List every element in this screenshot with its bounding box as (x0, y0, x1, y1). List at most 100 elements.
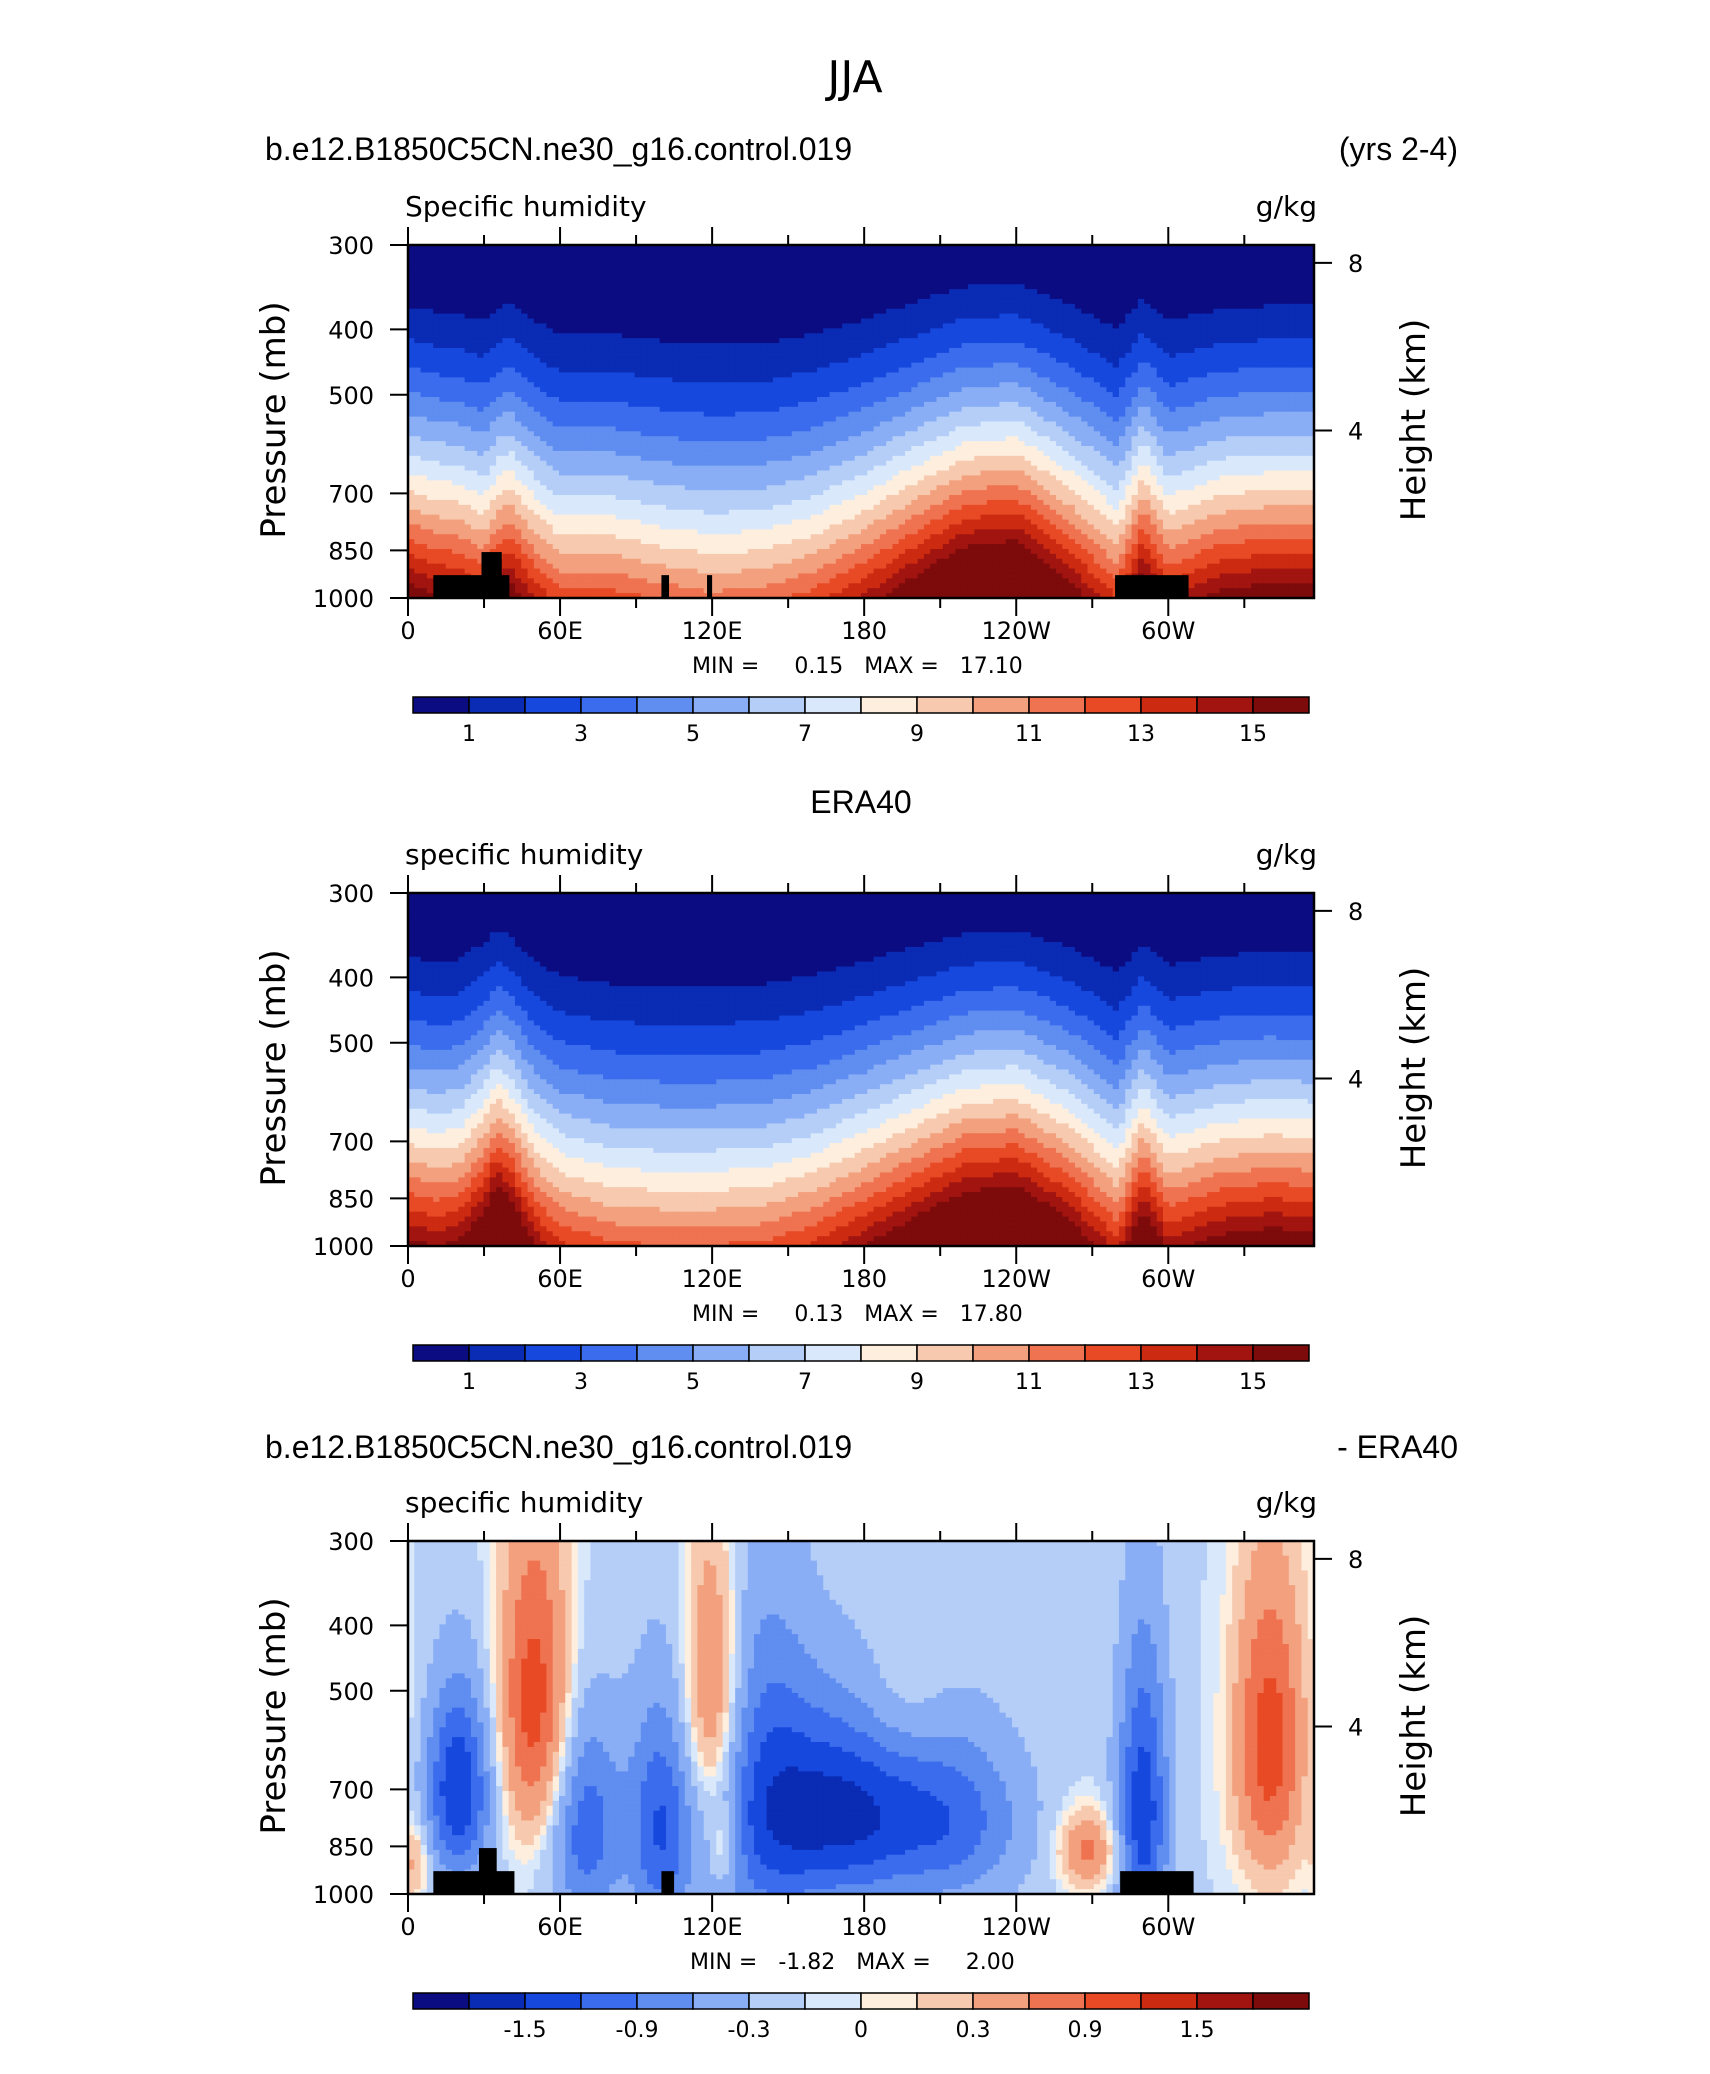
field-cell (697, 270, 704, 276)
field-cell (1251, 265, 1258, 271)
field-cell (647, 284, 654, 290)
field-cell (546, 270, 553, 276)
field-cell (484, 284, 491, 290)
field-cell (1006, 255, 1013, 261)
field-cell (697, 260, 704, 266)
field-cell (1069, 265, 1076, 271)
field-cell (924, 274, 931, 280)
field-cell (943, 250, 950, 256)
field-cell (811, 260, 818, 266)
field-cell (741, 274, 748, 280)
field-cell (509, 255, 516, 261)
field-cell (540, 284, 547, 290)
field-cell (905, 274, 912, 280)
field-cell (691, 284, 698, 290)
field-cell (666, 274, 673, 280)
field-cell (414, 279, 421, 285)
field-cell (924, 279, 931, 285)
field-cell (603, 270, 610, 276)
field-cell (1132, 279, 1139, 285)
field-cell (565, 279, 572, 285)
field-cell (528, 255, 535, 261)
field-cell (930, 279, 937, 285)
field-cell (842, 260, 849, 266)
field-cell (559, 284, 566, 290)
field-cell (1295, 279, 1302, 285)
panel-1-field (408, 245, 1315, 599)
field-cell (1119, 255, 1126, 261)
field-cell (635, 250, 642, 256)
field-cell (811, 284, 818, 290)
field-cell (1207, 270, 1214, 276)
field-cell (685, 270, 692, 276)
field-cell (672, 250, 679, 256)
field-cell (1245, 265, 1252, 271)
field-cell (578, 250, 585, 256)
field-cell (836, 279, 843, 285)
field-cell (823, 270, 830, 276)
field-cell (1018, 270, 1025, 276)
field-cell (641, 260, 648, 266)
field-cell (1043, 265, 1050, 271)
field-cell (697, 250, 704, 256)
field-cell (540, 279, 547, 285)
field-cell (509, 274, 516, 280)
field-cell (798, 270, 805, 276)
field-cell (496, 260, 503, 266)
field-cell (1062, 260, 1069, 266)
field-cell (609, 284, 616, 290)
field-cell (433, 250, 440, 256)
field-cell (1025, 274, 1032, 280)
field-cell (515, 284, 522, 290)
field-cell (628, 255, 635, 261)
field-cell (1018, 255, 1025, 261)
field-cell (1144, 274, 1151, 280)
field-cell (811, 250, 818, 256)
field-cell (842, 284, 849, 290)
field-cell (1201, 274, 1208, 280)
field-cell (679, 255, 686, 261)
field-cell (446, 279, 453, 285)
field-cell (867, 274, 874, 280)
field-cell (1239, 279, 1246, 285)
field-cell (1301, 274, 1308, 280)
field-cell (597, 284, 604, 290)
field-cell (867, 270, 874, 276)
field-cell (1289, 270, 1296, 276)
field-cell (1188, 274, 1195, 280)
field-cell (981, 279, 988, 285)
field-cell (1276, 270, 1283, 276)
field-cell (1012, 270, 1019, 276)
field-cell (754, 274, 761, 280)
field-cell (1106, 265, 1113, 271)
field-cell (1182, 279, 1189, 285)
field-cell (584, 250, 591, 256)
field-cell (842, 270, 849, 276)
field-cell (792, 279, 799, 285)
field-cell (1207, 260, 1214, 266)
field-cell (584, 265, 591, 271)
field-cell (886, 250, 893, 256)
field-cell (546, 260, 553, 266)
field-cell (1157, 270, 1164, 276)
field-cell (691, 250, 698, 256)
field-cell (496, 279, 503, 285)
field-cell (597, 265, 604, 271)
field-cell (465, 260, 472, 266)
field-cell (729, 279, 736, 285)
field-cell (930, 274, 937, 280)
field-cell (1132, 260, 1139, 266)
field-cell (899, 260, 906, 266)
field-cell (754, 255, 761, 261)
field-cell (949, 255, 956, 261)
field-cell (918, 279, 925, 285)
field-cell (1163, 274, 1170, 280)
field-cell (886, 279, 893, 285)
field-cell (565, 255, 572, 261)
field-cell (427, 270, 434, 276)
field-cell (949, 260, 956, 266)
field-cell (767, 260, 774, 266)
field-cell (515, 260, 522, 266)
field-cell (1150, 265, 1157, 271)
field-cell (1157, 250, 1164, 256)
